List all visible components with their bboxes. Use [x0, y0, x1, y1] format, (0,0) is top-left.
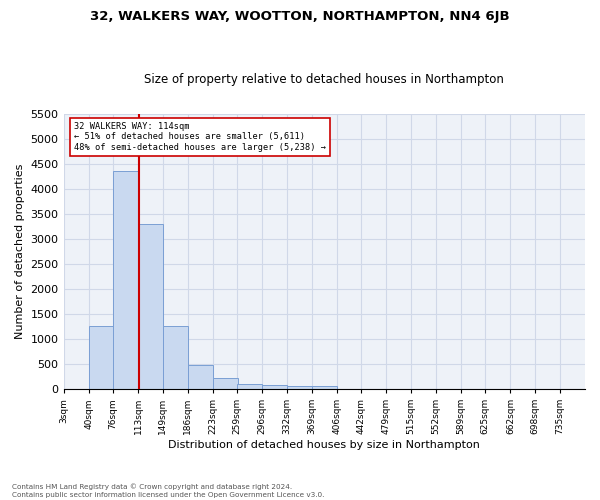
Bar — [89, 326, 114, 389]
X-axis label: Distribution of detached houses by size in Northampton: Distribution of detached houses by size … — [169, 440, 480, 450]
Bar — [138, 224, 163, 389]
Text: 32, WALKERS WAY, WOOTTON, NORTHAMPTON, NN4 6JB: 32, WALKERS WAY, WOOTTON, NORTHAMPTON, N… — [90, 10, 510, 23]
Bar — [237, 384, 262, 389]
Title: Size of property relative to detached houses in Northampton: Size of property relative to detached ho… — [145, 73, 504, 86]
Bar — [113, 171, 138, 389]
Text: Contains HM Land Registry data © Crown copyright and database right 2024.
Contai: Contains HM Land Registry data © Crown c… — [12, 484, 325, 498]
Bar — [163, 326, 188, 389]
Bar — [188, 365, 213, 389]
Y-axis label: Number of detached properties: Number of detached properties — [15, 164, 25, 339]
Bar — [213, 378, 238, 389]
Bar — [287, 386, 312, 389]
Bar — [262, 386, 287, 389]
Text: 32 WALKERS WAY: 114sqm
← 51% of detached houses are smaller (5,611)
48% of semi-: 32 WALKERS WAY: 114sqm ← 51% of detached… — [74, 122, 326, 152]
Bar — [312, 386, 337, 389]
